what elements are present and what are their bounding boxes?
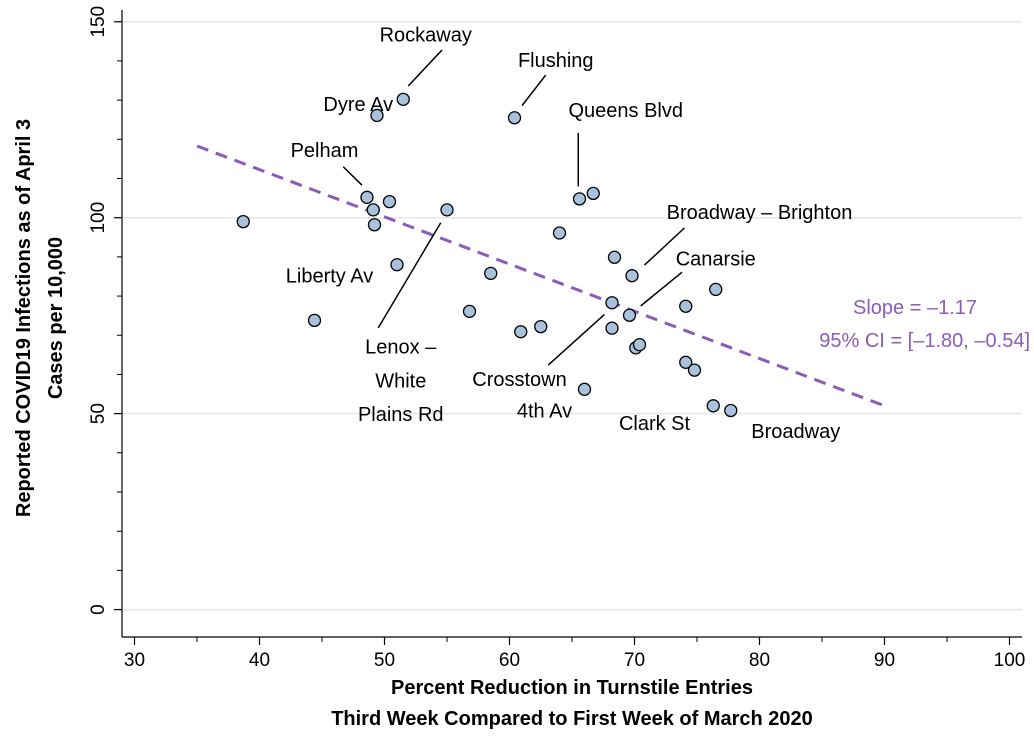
- point-labels: Rockaway Flushing Dyre Av Queens Blvd Pelham…: [286, 24, 853, 443]
- data-point: [382, 194, 397, 209]
- point-label: Crosstown: [472, 369, 566, 391]
- point-label: Liberty Av: [286, 266, 373, 288]
- label-leaders: [342, 49, 686, 366]
- data-point: [307, 313, 322, 328]
- y-tick-label: 150: [88, 6, 109, 38]
- label-leader-line: [377, 222, 442, 329]
- point-label: Lenox –: [365, 337, 437, 359]
- x-tick-label: 60: [499, 650, 520, 671]
- label-leader-line: [407, 49, 443, 87]
- data-point: [552, 226, 567, 240]
- point-label: White: [375, 370, 426, 392]
- data-point: [622, 308, 637, 322]
- axes: 30 40 50 60 70 80 90 100 0 50 100 150: [88, 6, 1025, 671]
- point-label: Broadway – Brighton: [667, 202, 853, 224]
- data-point: [724, 403, 738, 418]
- data-point: [360, 190, 374, 204]
- data-point: [440, 203, 454, 217]
- point-label: Flushing: [518, 50, 594, 72]
- fit-ci-label: 95% CI = [–1.80, –0.54]: [819, 330, 1030, 352]
- data-point: [366, 203, 380, 217]
- x-axis-title-line-1: Percent Reduction in Turnstile Entries: [391, 677, 753, 699]
- x-tick-label: 70: [624, 650, 645, 671]
- point-label: Canarsie: [676, 248, 756, 270]
- x-tick-label: 50: [374, 650, 395, 671]
- point-label: Clark St: [619, 413, 691, 435]
- data-point: [687, 363, 702, 377]
- data-point: [390, 258, 404, 272]
- data-point: [534, 319, 548, 334]
- data-point: [514, 325, 528, 339]
- y-tick-label: 50: [88, 403, 109, 424]
- label-leader-line: [547, 313, 606, 366]
- data-point: [577, 382, 592, 396]
- data-point: [586, 186, 600, 201]
- x-tick-label: 100: [994, 650, 1026, 671]
- point-label: Rockaway: [380, 24, 472, 46]
- data-point: [236, 214, 250, 229]
- data-point: [632, 338, 647, 352]
- fit-line: [196, 144, 886, 408]
- label-leader-line: [342, 166, 363, 186]
- y-axis-title-line-1: Reported COVID19 Infections as of April …: [13, 119, 35, 517]
- data-point: [605, 321, 619, 335]
- data-point: [462, 304, 477, 319]
- point-label: Pelham: [291, 140, 359, 162]
- label-leader-line: [640, 271, 683, 307]
- data-point: [679, 299, 693, 313]
- gridlines: [122, 21, 1022, 611]
- data-point: [572, 192, 587, 206]
- x-tick-label: 40: [249, 650, 270, 671]
- data-point: [605, 296, 619, 310]
- data-point: [396, 92, 410, 106]
- point-label: Queens Blvd: [568, 100, 683, 122]
- data-point: [625, 269, 639, 283]
- point-label: Broadway: [751, 421, 840, 443]
- x-axis-title-line-2: Third Week Compared to First Week of Mar…: [331, 708, 813, 730]
- label-leader-line: [643, 227, 686, 266]
- data-point: [367, 218, 382, 232]
- label-leader-line: [521, 74, 547, 107]
- y-tick-label: 0: [88, 604, 109, 615]
- data-point: [607, 250, 622, 264]
- point-label: Dyre Av: [323, 94, 393, 116]
- point-label: Plains Rd: [358, 404, 444, 426]
- x-tick-label: 30: [124, 650, 145, 671]
- data-point: [679, 355, 693, 369]
- data-point: [484, 266, 498, 280]
- x-tick-label: 90: [874, 650, 895, 671]
- data-points: [236, 92, 738, 418]
- data-point: [709, 282, 723, 297]
- data-point: [706, 399, 720, 413]
- x-tick-label: 80: [749, 650, 770, 671]
- axis-titles: Percent Reduction in Turnstile Entries Th…: [13, 119, 813, 730]
- point-label: 4th Av: [517, 400, 572, 422]
- data-point: [507, 111, 522, 125]
- y-axis-title-line-2: Cases per 10,000: [45, 237, 67, 399]
- fit-slope-label: Slope = –1.17: [853, 297, 977, 319]
- data-point: [370, 108, 384, 123]
- y-tick-label: 100: [88, 202, 109, 234]
- fit-line-group: Slope = –1.17 95% CI = [–1.80, –0.54]: [196, 144, 1030, 408]
